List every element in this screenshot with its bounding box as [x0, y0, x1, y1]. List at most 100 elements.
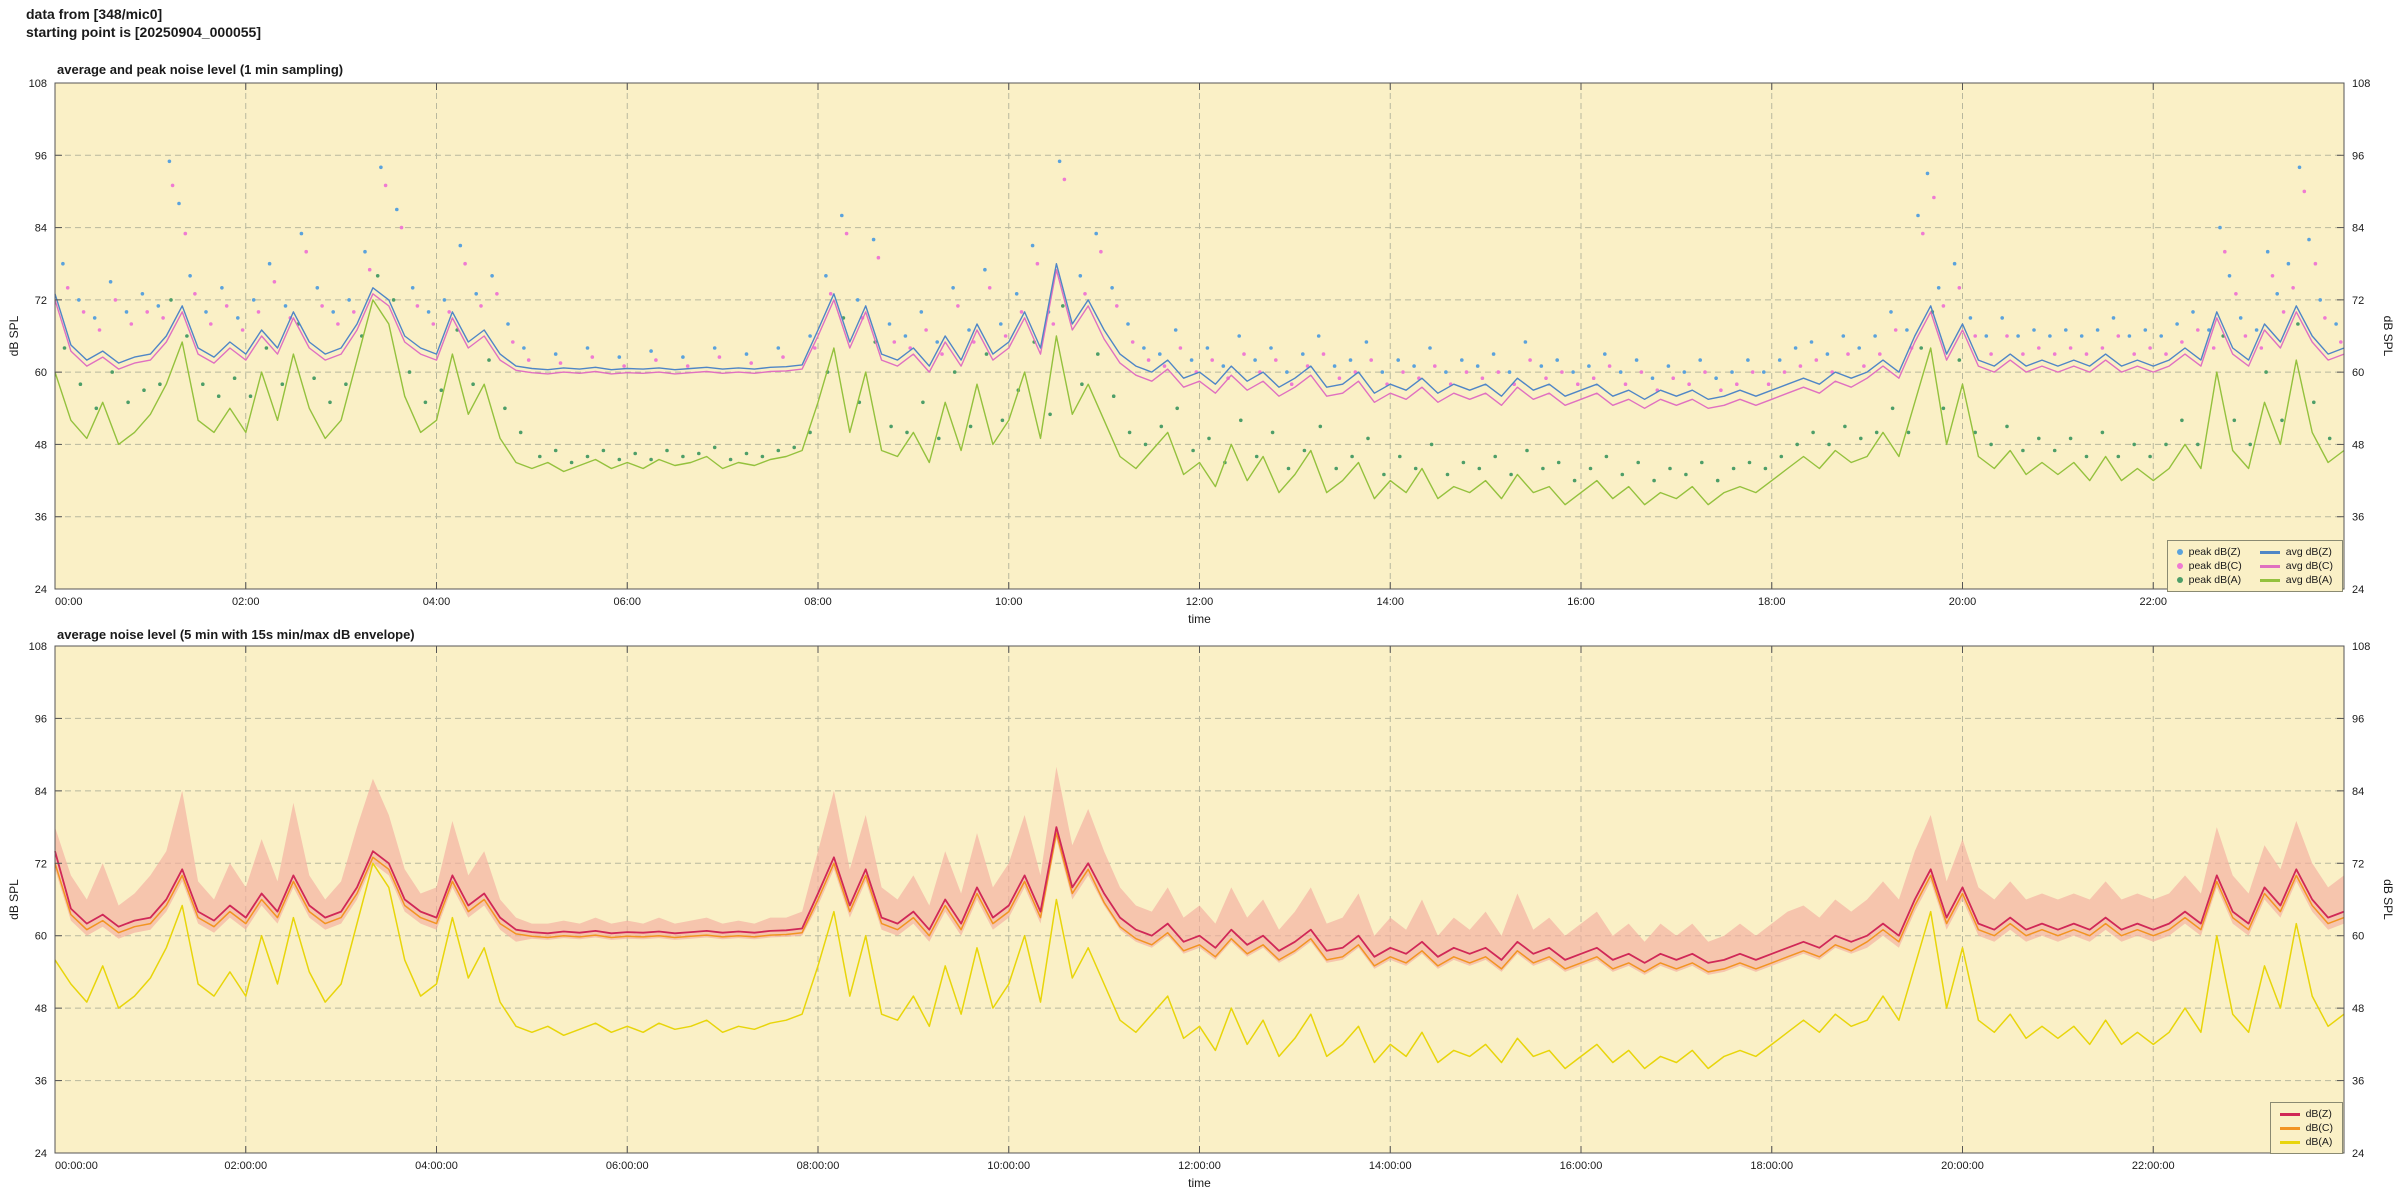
svg-text:36: 36 [2352, 512, 2364, 524]
svg-text:60: 60 [35, 931, 47, 943]
svg-text:96: 96 [35, 713, 47, 725]
svg-text:60: 60 [2352, 367, 2364, 379]
legend-peak-column: peak dB(Z) peak dB(C) peak dB(A) [2176, 545, 2242, 587]
legend-row: dB(Z) [2279, 1107, 2333, 1121]
svg-text:48: 48 [2352, 1003, 2364, 1015]
svg-text:12:00:00: 12:00:00 [1178, 1160, 1221, 1172]
svg-text:time: time [1188, 612, 1211, 625]
svg-text:02:00:00: 02:00:00 [224, 1160, 267, 1172]
svg-text:24: 24 [35, 1148, 47, 1160]
dbz-marker-icon [2279, 1112, 2300, 1116]
peak-dba-marker-icon [2176, 577, 2183, 583]
svg-text:08:00: 08:00 [804, 596, 832, 608]
bottom-chart-legend: dB(Z) dB(C) dB(A) [2269, 1102, 2343, 1154]
legend-row: avg dB(Z) [2259, 545, 2333, 559]
avg-dbc-marker-icon [2259, 564, 2280, 568]
svg-text:60: 60 [2352, 931, 2364, 943]
svg-text:time: time [1188, 1176, 1211, 1190]
svg-text:18:00:00: 18:00:00 [1750, 1160, 1793, 1172]
peak-dbz-marker-icon [2176, 549, 2183, 555]
svg-text:20:00:00: 20:00:00 [1941, 1160, 1984, 1172]
svg-text:16:00:00: 16:00:00 [1560, 1160, 1603, 1172]
svg-text:96: 96 [2352, 150, 2364, 162]
avg-dbz-label: avg dB(Z) [2285, 546, 2332, 558]
svg-text:108: 108 [2352, 641, 2370, 653]
top-chart-legend: peak dB(Z) peak dB(C) peak dB(A) avg dB(… [2166, 540, 2343, 592]
dbz-label: dB(Z) [2305, 1108, 2332, 1120]
svg-text:84: 84 [35, 786, 47, 798]
svg-text:48: 48 [35, 1003, 47, 1015]
svg-text:24: 24 [2352, 584, 2364, 596]
svg-text:08:00:00: 08:00:00 [797, 1160, 840, 1172]
svg-text:72: 72 [2352, 858, 2364, 870]
svg-text:18:00: 18:00 [1758, 596, 1786, 608]
svg-text:72: 72 [2352, 295, 2364, 307]
svg-text:10:00:00: 10:00:00 [987, 1160, 1030, 1172]
legend-row: peak dB(C) [2176, 559, 2242, 573]
svg-text:84: 84 [35, 223, 47, 235]
svg-text:00:00:00: 00:00:00 [55, 1160, 98, 1172]
top-chart-title: average and peak noise level (1 min samp… [57, 62, 344, 77]
svg-text:00:00: 00:00 [55, 596, 83, 608]
svg-text:84: 84 [2352, 786, 2364, 798]
svg-text:06:00: 06:00 [613, 596, 641, 608]
svg-text:10:00: 10:00 [995, 596, 1023, 608]
bottom-chart-title: average noise level (5 min with 15s min/… [57, 627, 415, 642]
svg-text:36: 36 [2352, 1076, 2364, 1088]
peak-dbc-marker-icon [2176, 563, 2183, 569]
svg-text:14:00:00: 14:00:00 [1369, 1160, 1412, 1172]
header-source-line: data from [348/mic0] [26, 6, 163, 22]
svg-text:12:00: 12:00 [1186, 596, 1214, 608]
svg-text:72: 72 [35, 858, 47, 870]
svg-text:dB SPL: dB SPL [2381, 879, 2395, 920]
avg-dba-marker-icon [2259, 578, 2280, 582]
legend-row: avg dB(A) [2259, 573, 2333, 587]
svg-text:22:00: 22:00 [2139, 596, 2167, 608]
dbc-label: dB(C) [2305, 1122, 2333, 1134]
svg-text:22:00:00: 22:00:00 [2132, 1160, 2175, 1172]
svg-text:108: 108 [29, 641, 47, 653]
dbc-marker-icon [2279, 1126, 2300, 1130]
svg-text:96: 96 [2352, 713, 2364, 725]
svg-text:36: 36 [35, 512, 47, 524]
svg-text:dB SPL: dB SPL [7, 315, 21, 356]
peak-dbc-label: peak dB(C) [2188, 560, 2242, 572]
dba-marker-icon [2279, 1140, 2300, 1144]
svg-text:108: 108 [2352, 78, 2370, 90]
svg-text:24: 24 [35, 584, 47, 596]
svg-text:dB SPL: dB SPL [2381, 316, 2395, 357]
avg-dbz-marker-icon [2259, 550, 2280, 554]
svg-text:36: 36 [35, 1076, 47, 1088]
svg-text:60: 60 [35, 367, 47, 379]
legend-row: peak dB(A) [2176, 573, 2242, 587]
top-chart-plot: 24 24 36 36 48 48 60 60 72 72 84 84 96 96 108 108 00:00 0… [7, 78, 2395, 625]
legend-row: dB(C) [2279, 1121, 2333, 1135]
svg-text:14:00: 14:00 [1376, 596, 1404, 608]
bottom-chart-plot: 24 24 36 36 48 48 60 60 72 72 84 84 96 96 108 108 00:00:… [7, 641, 2395, 1190]
svg-text:02:00: 02:00 [232, 596, 260, 608]
svg-text:96: 96 [35, 150, 47, 162]
svg-text:84: 84 [2352, 223, 2364, 235]
svg-text:16:00: 16:00 [1567, 596, 1595, 608]
legend-row: dB(A) [2279, 1135, 2333, 1149]
peak-dbz-label: peak dB(Z) [2188, 546, 2241, 558]
header-start-line: starting point is [20250904_000055] [26, 24, 262, 40]
legend-column: dB(Z) dB(C) dB(A) [2279, 1107, 2333, 1149]
svg-text:108: 108 [29, 78, 47, 90]
legend-avg-column: avg dB(Z) avg dB(C) avg dB(A) [2259, 545, 2333, 587]
svg-text:04:00: 04:00 [423, 596, 451, 608]
avg-dbc-label: avg dB(C) [2285, 560, 2333, 572]
svg-text:04:00:00: 04:00:00 [415, 1160, 458, 1172]
svg-text:06:00:00: 06:00:00 [606, 1160, 649, 1172]
legend-row: peak dB(Z) [2176, 545, 2242, 559]
svg-text:48: 48 [2352, 439, 2364, 451]
svg-text:24: 24 [2352, 1148, 2364, 1160]
peak-dba-label: peak dB(A) [2188, 574, 2242, 586]
dba-label: dB(A) [2305, 1136, 2333, 1148]
svg-text:48: 48 [35, 439, 47, 451]
svg-text:72: 72 [35, 295, 47, 307]
svg-text:dB SPL: dB SPL [7, 879, 21, 920]
svg-text:20:00: 20:00 [1949, 596, 1977, 608]
avg-dba-label: avg dB(A) [2285, 574, 2333, 586]
